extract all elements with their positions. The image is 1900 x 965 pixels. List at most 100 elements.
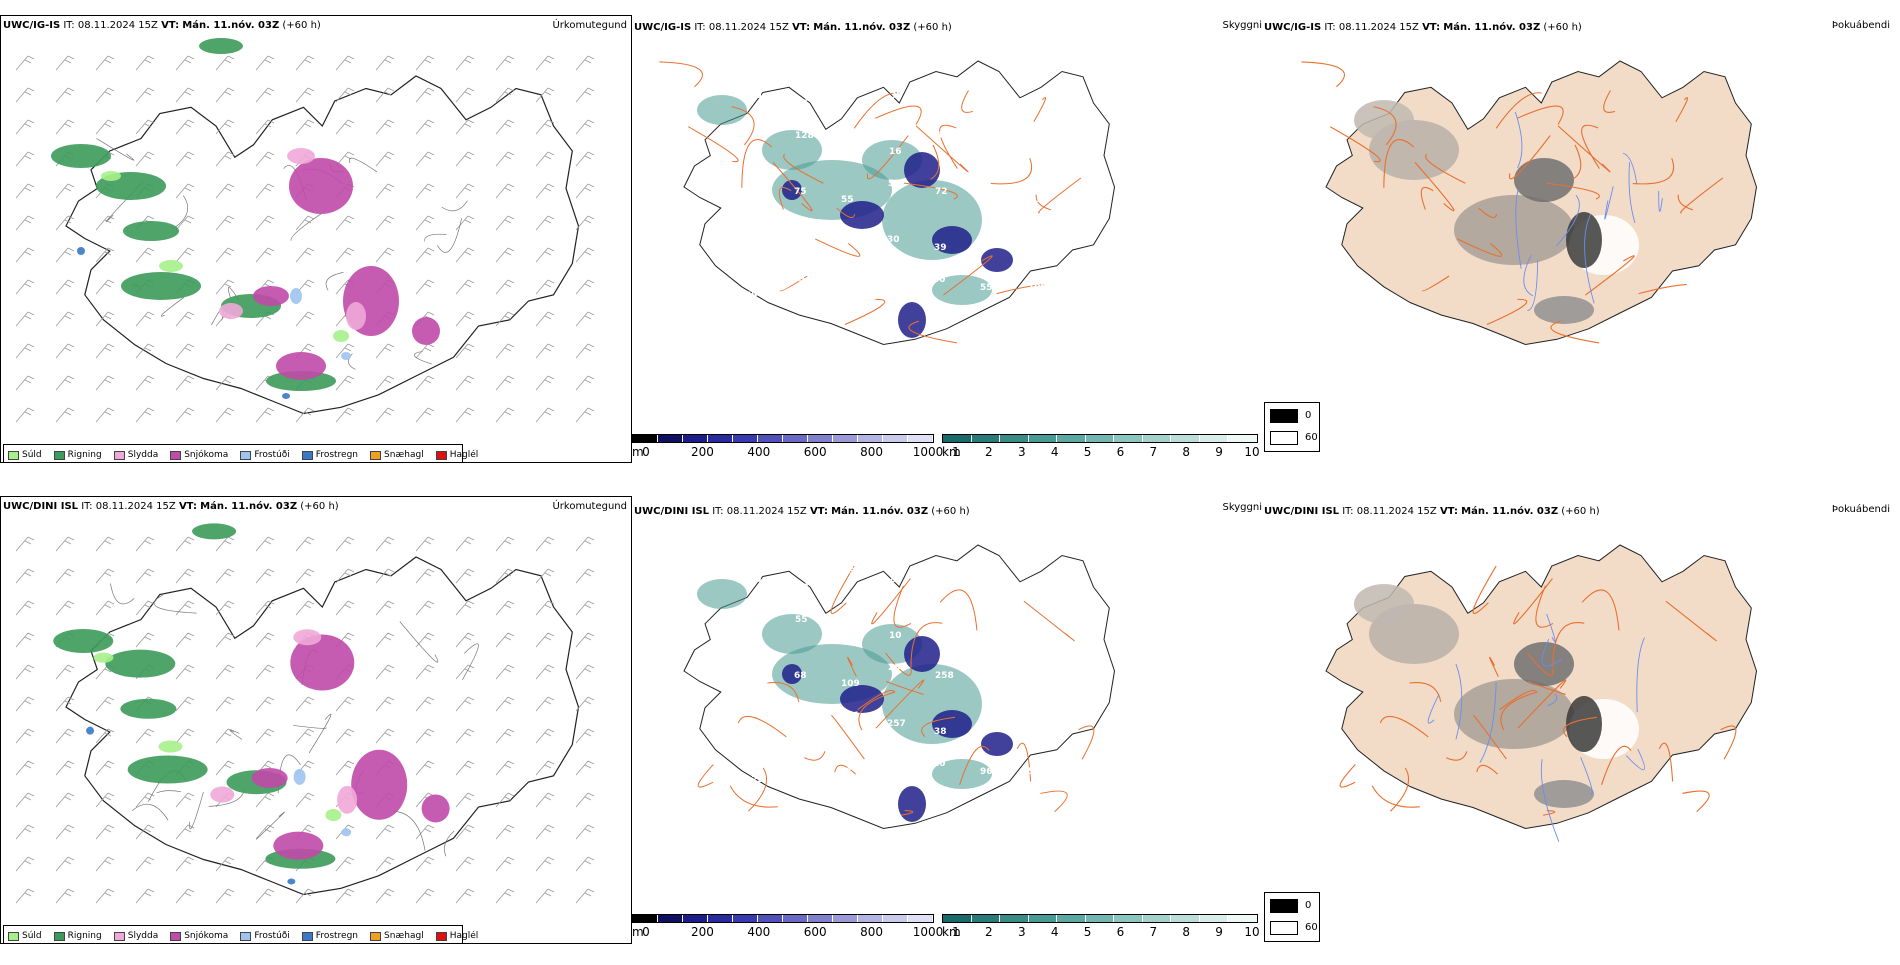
wind-barb [15, 119, 35, 135]
precip-area [219, 303, 243, 319]
fog-index-area [1566, 212, 1602, 268]
colorbar-segment [783, 915, 808, 922]
cloud-base-area [840, 201, 884, 229]
precip-type-panel: UWC/DINI ISL IT: 08.11.2024 15Z VT: Mán.… [0, 496, 632, 944]
wind-barb [215, 247, 235, 263]
wind-barb [135, 632, 155, 648]
cloud-base-value: 60 [933, 275, 946, 285]
precip-area [123, 221, 179, 241]
visibility-area [762, 130, 822, 170]
colorbar-segment [633, 915, 658, 922]
colorbar-tick: 5 [1083, 925, 1092, 939]
precip-area [346, 302, 366, 330]
wind-barb [495, 632, 515, 648]
road [783, 153, 824, 184]
wind-barb [15, 664, 35, 680]
colorbar-segment [1114, 435, 1143, 442]
colorbar-tick: 400 [747, 445, 771, 459]
precip-area [53, 628, 114, 653]
colorbar-tick: 400 [747, 925, 771, 939]
cloud-base-value: 59 [745, 291, 758, 301]
wind-barb [15, 279, 35, 295]
colorbar-segment [783, 435, 808, 442]
wind-barb [375, 856, 395, 872]
wind-barb [535, 247, 555, 263]
wind-barb [15, 632, 35, 648]
wind-barb [575, 536, 595, 552]
wind-barb [375, 87, 395, 103]
cloud-base-value: 121 [983, 623, 1002, 633]
cloud-base-value: 22 [748, 147, 761, 157]
colorbar-segment [1000, 915, 1029, 922]
wind-barb [575, 119, 595, 135]
fog-map [1301, 60, 1758, 346]
road [1585, 255, 1635, 296]
wind-barb [455, 183, 475, 199]
visibility-colorbar [942, 434, 1258, 443]
wind-barb [455, 632, 475, 648]
road [834, 764, 856, 775]
road [853, 92, 900, 129]
wind-barb [255, 824, 275, 840]
wind-barb [215, 536, 235, 552]
wind-barb [55, 664, 75, 680]
panel-title: UWC/IG-IS IT: 08.11.2024 15Z VT: Mán. 11… [634, 22, 952, 33]
colorbar-segment [1142, 435, 1172, 442]
fog-index-area [1514, 642, 1574, 686]
river [1625, 748, 1646, 771]
fog-index-area [1534, 780, 1594, 808]
wind-barb [575, 888, 595, 904]
colorbar-ticks: 1 2 3 4 5 6 7 8 9 10 [952, 445, 1259, 459]
wind-barb [95, 343, 115, 359]
legend-item: Rigning [53, 931, 102, 941]
wind-barb [55, 279, 75, 295]
legend-swatch [113, 931, 125, 941]
river [1546, 613, 1556, 643]
panel-title: UWC/IG-IS IT: 08.11.2024 15Z VT: Mán. 11… [1264, 22, 1582, 33]
road [1414, 162, 1455, 212]
colorbar-segment [733, 435, 758, 442]
cloud-base-value: 55 [980, 283, 993, 293]
road [939, 124, 958, 169]
road [1563, 716, 1598, 738]
road [857, 690, 896, 711]
wind-barb [455, 888, 475, 904]
wind-barb [335, 728, 355, 744]
fog-index-area [1566, 696, 1602, 752]
wind-barb [135, 247, 155, 263]
cloud-base-value: 128 [936, 615, 955, 625]
cloud-base-value: 260 [746, 235, 765, 245]
road [393, 810, 426, 851]
colorbar-tick: 8 [1182, 925, 1191, 939]
road [444, 830, 455, 857]
wind-barb [575, 151, 595, 167]
colorbar-segment [858, 915, 883, 922]
precip-area [192, 523, 237, 540]
road [1682, 790, 1710, 813]
colorbar-tick: 4 [1050, 445, 1059, 459]
road [1038, 177, 1082, 214]
wind-barb [455, 247, 475, 263]
fog-legend: 0 60 [1264, 402, 1320, 452]
legend-swatch [53, 450, 65, 460]
road [875, 679, 925, 729]
wind-barb [135, 536, 155, 552]
colorbar-ticks: 1 2 3 4 5 6 7 8 9 10 [952, 925, 1259, 939]
wind-barb [335, 343, 355, 359]
wind-barb [535, 664, 555, 680]
wind-barb [495, 183, 515, 199]
wind-barb [455, 151, 475, 167]
precip-area [276, 352, 326, 380]
road [910, 622, 943, 668]
wind-barb [455, 792, 475, 808]
wind-barb [175, 664, 195, 680]
rivers [1427, 613, 1646, 842]
wind-barb [535, 311, 555, 327]
cloud-base-value: 30 [887, 235, 900, 245]
wind-barb [295, 407, 315, 423]
wind-barb [575, 215, 595, 231]
wind-barb [415, 856, 435, 872]
precip-area [421, 794, 450, 823]
road [1508, 135, 1551, 180]
wind-barb [55, 792, 75, 808]
